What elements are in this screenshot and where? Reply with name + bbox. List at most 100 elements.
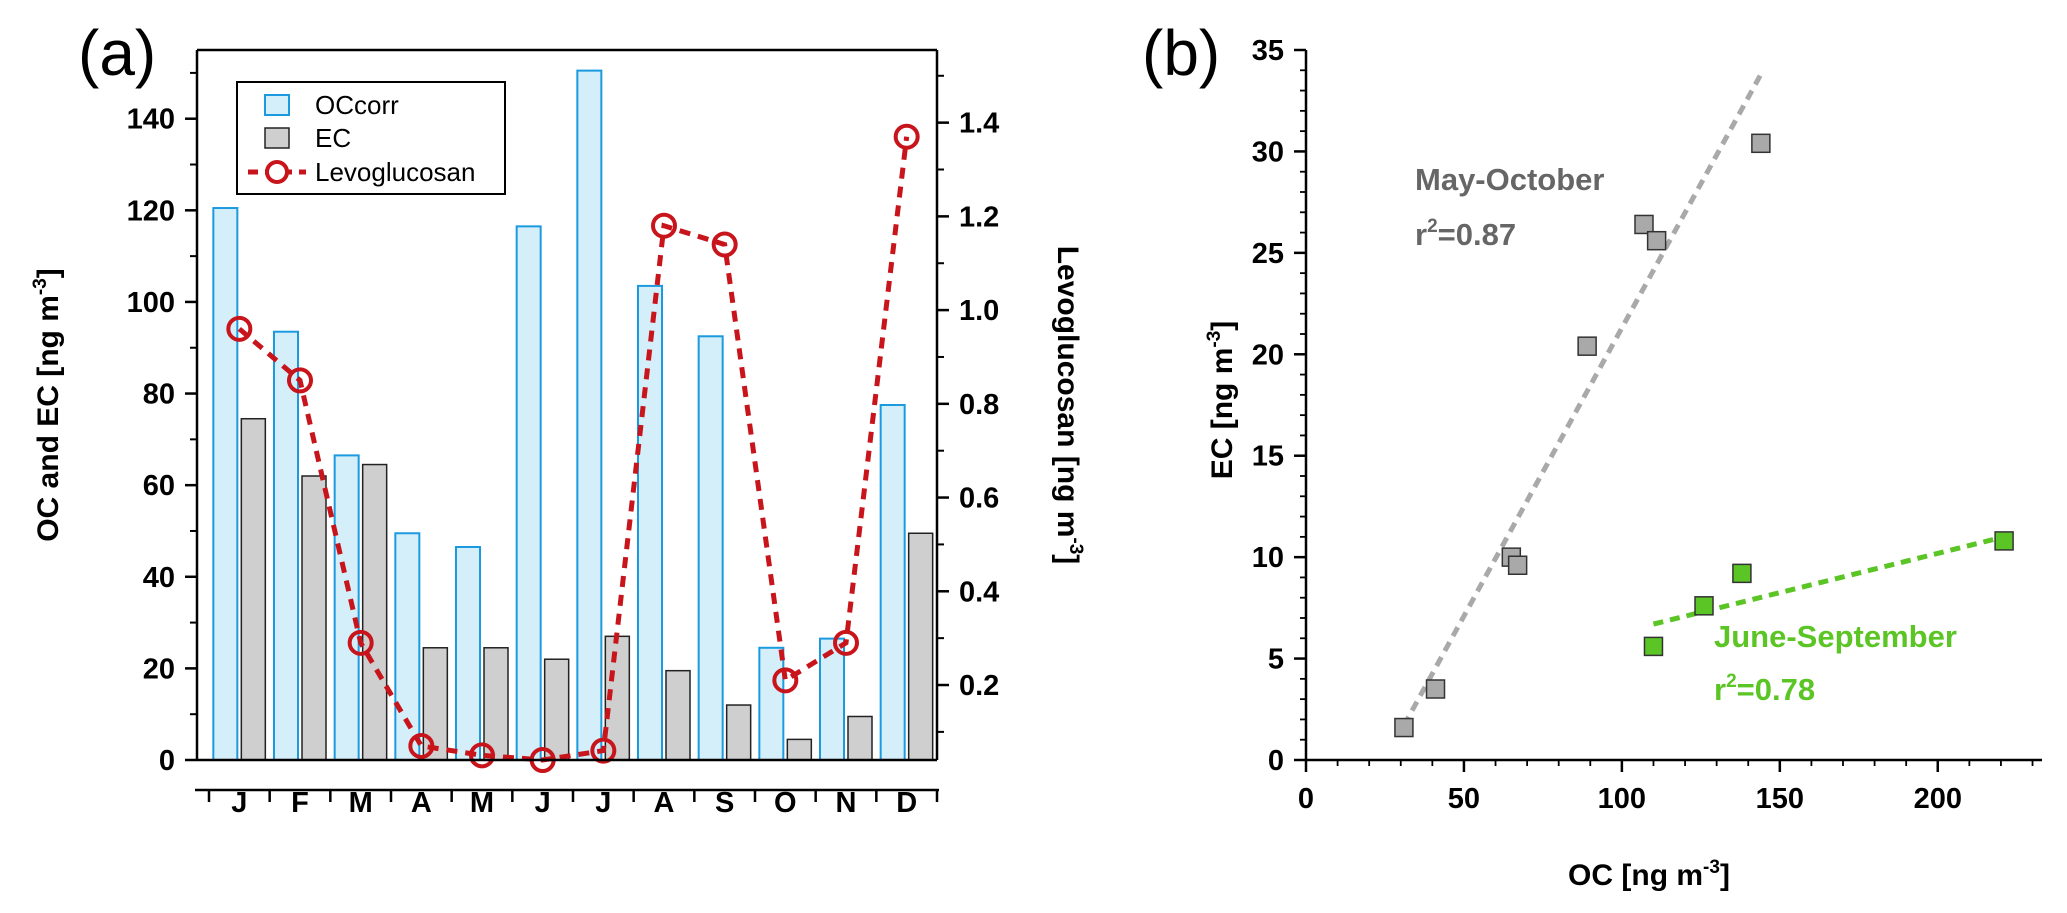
bar-ec bbox=[786, 738, 813, 761]
legend-label-levoglucosan: Levoglucosan bbox=[315, 157, 475, 187]
b-x-tick-label: 0 bbox=[1298, 783, 1314, 815]
bar-occorr bbox=[758, 646, 785, 761]
b-y-tick-label: 20 bbox=[1252, 339, 1284, 371]
marker-levoglucosan bbox=[651, 212, 677, 239]
x-tick-label: M bbox=[349, 787, 373, 819]
b-y-axis-title-end: ] bbox=[1206, 321, 1239, 331]
y2-tick-label: 0.2 bbox=[959, 670, 999, 702]
b-y-tick-label: 15 bbox=[1252, 441, 1284, 473]
x-tick-label: J bbox=[535, 787, 551, 819]
b-y-tick-label: 25 bbox=[1252, 238, 1284, 270]
y-tick-label: 20 bbox=[143, 653, 175, 685]
y-axis-title-main: OC and EC [ng m bbox=[32, 295, 65, 542]
r2-prefix: r bbox=[1714, 672, 1726, 707]
bar-ec bbox=[847, 715, 873, 761]
x-tick-label: J bbox=[231, 787, 247, 819]
point-may-october bbox=[1425, 679, 1446, 699]
marker-levoglucosan bbox=[408, 732, 435, 759]
bar-ec bbox=[543, 658, 570, 761]
y2-tick-label: 1.2 bbox=[959, 201, 999, 233]
bar-occorr bbox=[273, 330, 299, 761]
legend-swatch-ec bbox=[264, 127, 290, 149]
bar-ec bbox=[483, 647, 509, 761]
bar-occorr bbox=[879, 404, 906, 761]
y2-axis-title: Levoglucosan [ng m-3] bbox=[1051, 246, 1086, 565]
panel-b-label: (b) bbox=[1142, 17, 1220, 89]
marker-levoglucosan bbox=[772, 667, 799, 694]
x-tick-label: N bbox=[836, 787, 857, 819]
y-tick-label: 80 bbox=[143, 379, 175, 411]
b-y-tick-label: 10 bbox=[1252, 542, 1284, 574]
x-tick-label: J bbox=[595, 787, 611, 819]
marker-levoglucosan bbox=[469, 742, 495, 769]
b-y-tick-label: 30 bbox=[1252, 136, 1284, 168]
x-tick-label: D bbox=[896, 787, 917, 819]
bar-ec bbox=[361, 463, 388, 761]
panel-a-label: (a) bbox=[78, 17, 156, 89]
b-x-tick-label: 50 bbox=[1448, 783, 1480, 815]
r2-value: =0.87 bbox=[1438, 217, 1516, 252]
marker-levoglucosan bbox=[226, 315, 253, 342]
b-x-axis-title-sup: -3 bbox=[1703, 857, 1720, 878]
bar-ec bbox=[665, 669, 691, 761]
x-tick-label: A bbox=[654, 787, 675, 819]
panel-a-chart: (a) 0 20 40 60 80 100 120 140 0.2 0.4 0.6 0.8 1.0 1.2… bbox=[30, 17, 1086, 819]
b-x-axis-title-end: ] bbox=[1720, 859, 1730, 892]
b-y-axis-title-main: EC [ng m bbox=[1206, 348, 1239, 480]
y2-tick-label: 0.4 bbox=[959, 576, 999, 608]
y-tick-label: 140 bbox=[127, 104, 175, 136]
y2-axis-title-sup: -3 bbox=[1065, 537, 1086, 554]
y-tick-label: 120 bbox=[127, 195, 175, 227]
y2-axis-title-main: Levoglucosan [ng m bbox=[1051, 246, 1084, 538]
annotation-may-october-r2: r2=0.87 bbox=[1415, 216, 1516, 252]
point-june-september bbox=[1643, 636, 1664, 657]
bar-ec bbox=[725, 704, 752, 761]
y-tick-label: 40 bbox=[143, 562, 175, 594]
y2-tick-label: 0.8 bbox=[959, 389, 999, 421]
marker-levoglucosan bbox=[711, 231, 738, 258]
point-may-october bbox=[1394, 717, 1414, 738]
point-june-september bbox=[1994, 531, 2014, 551]
fit-line-may-october bbox=[1401, 73, 1764, 727]
bar-occorr bbox=[515, 225, 542, 761]
bar-occorr bbox=[819, 637, 845, 762]
legend-swatch-occorr bbox=[264, 94, 290, 116]
annotation-june-september-r2: r2=0.78 bbox=[1714, 671, 1815, 707]
b-y-tick-label: 35 bbox=[1252, 35, 1284, 67]
x-tick-label: F bbox=[291, 787, 309, 819]
r2-value: =0.78 bbox=[1737, 672, 1815, 707]
y-tick-label: 100 bbox=[127, 287, 175, 319]
bar-ec bbox=[907, 532, 934, 761]
y2-tick-label: 0.6 bbox=[959, 483, 999, 515]
y2-tick-label: 1.4 bbox=[959, 108, 999, 140]
b-y-axis-title-sup: -3 bbox=[1204, 331, 1225, 348]
annotation-june-september-name: June-September bbox=[1714, 619, 1957, 654]
bar-occorr bbox=[576, 69, 603, 761]
x-tick-label: M bbox=[470, 787, 494, 819]
y2-axis-title-end: ] bbox=[1051, 554, 1084, 564]
b-x-axis-title-main: OC [ng m bbox=[1568, 859, 1703, 892]
bar-occorr bbox=[697, 335, 724, 761]
legend-label-occorr: OCcorr bbox=[315, 90, 399, 120]
y-axis-title-end: ] bbox=[32, 268, 65, 278]
bar-ec bbox=[301, 475, 327, 761]
bar-occorr bbox=[212, 207, 239, 761]
marker-levoglucosan bbox=[347, 629, 374, 656]
x-tick-label: O bbox=[774, 787, 797, 819]
point-may-october bbox=[1751, 133, 1771, 154]
bar-ec bbox=[422, 647, 449, 761]
y-axis-title-sup: -3 bbox=[30, 278, 51, 295]
r2-sup: 2 bbox=[1427, 216, 1438, 237]
y-tick-label: 60 bbox=[143, 470, 175, 502]
b-y-tick-label: 5 bbox=[1268, 644, 1284, 676]
point-may-october bbox=[1634, 214, 1654, 235]
point-june-september bbox=[1732, 563, 1752, 584]
point-june-september bbox=[1694, 596, 1714, 616]
bar-occorr bbox=[455, 546, 481, 761]
b-x-tick-label: 150 bbox=[1756, 783, 1804, 815]
x-tick-label: S bbox=[715, 787, 734, 819]
marker-levoglucosan bbox=[893, 123, 920, 150]
y2-tick-label: 1.0 bbox=[959, 295, 999, 327]
